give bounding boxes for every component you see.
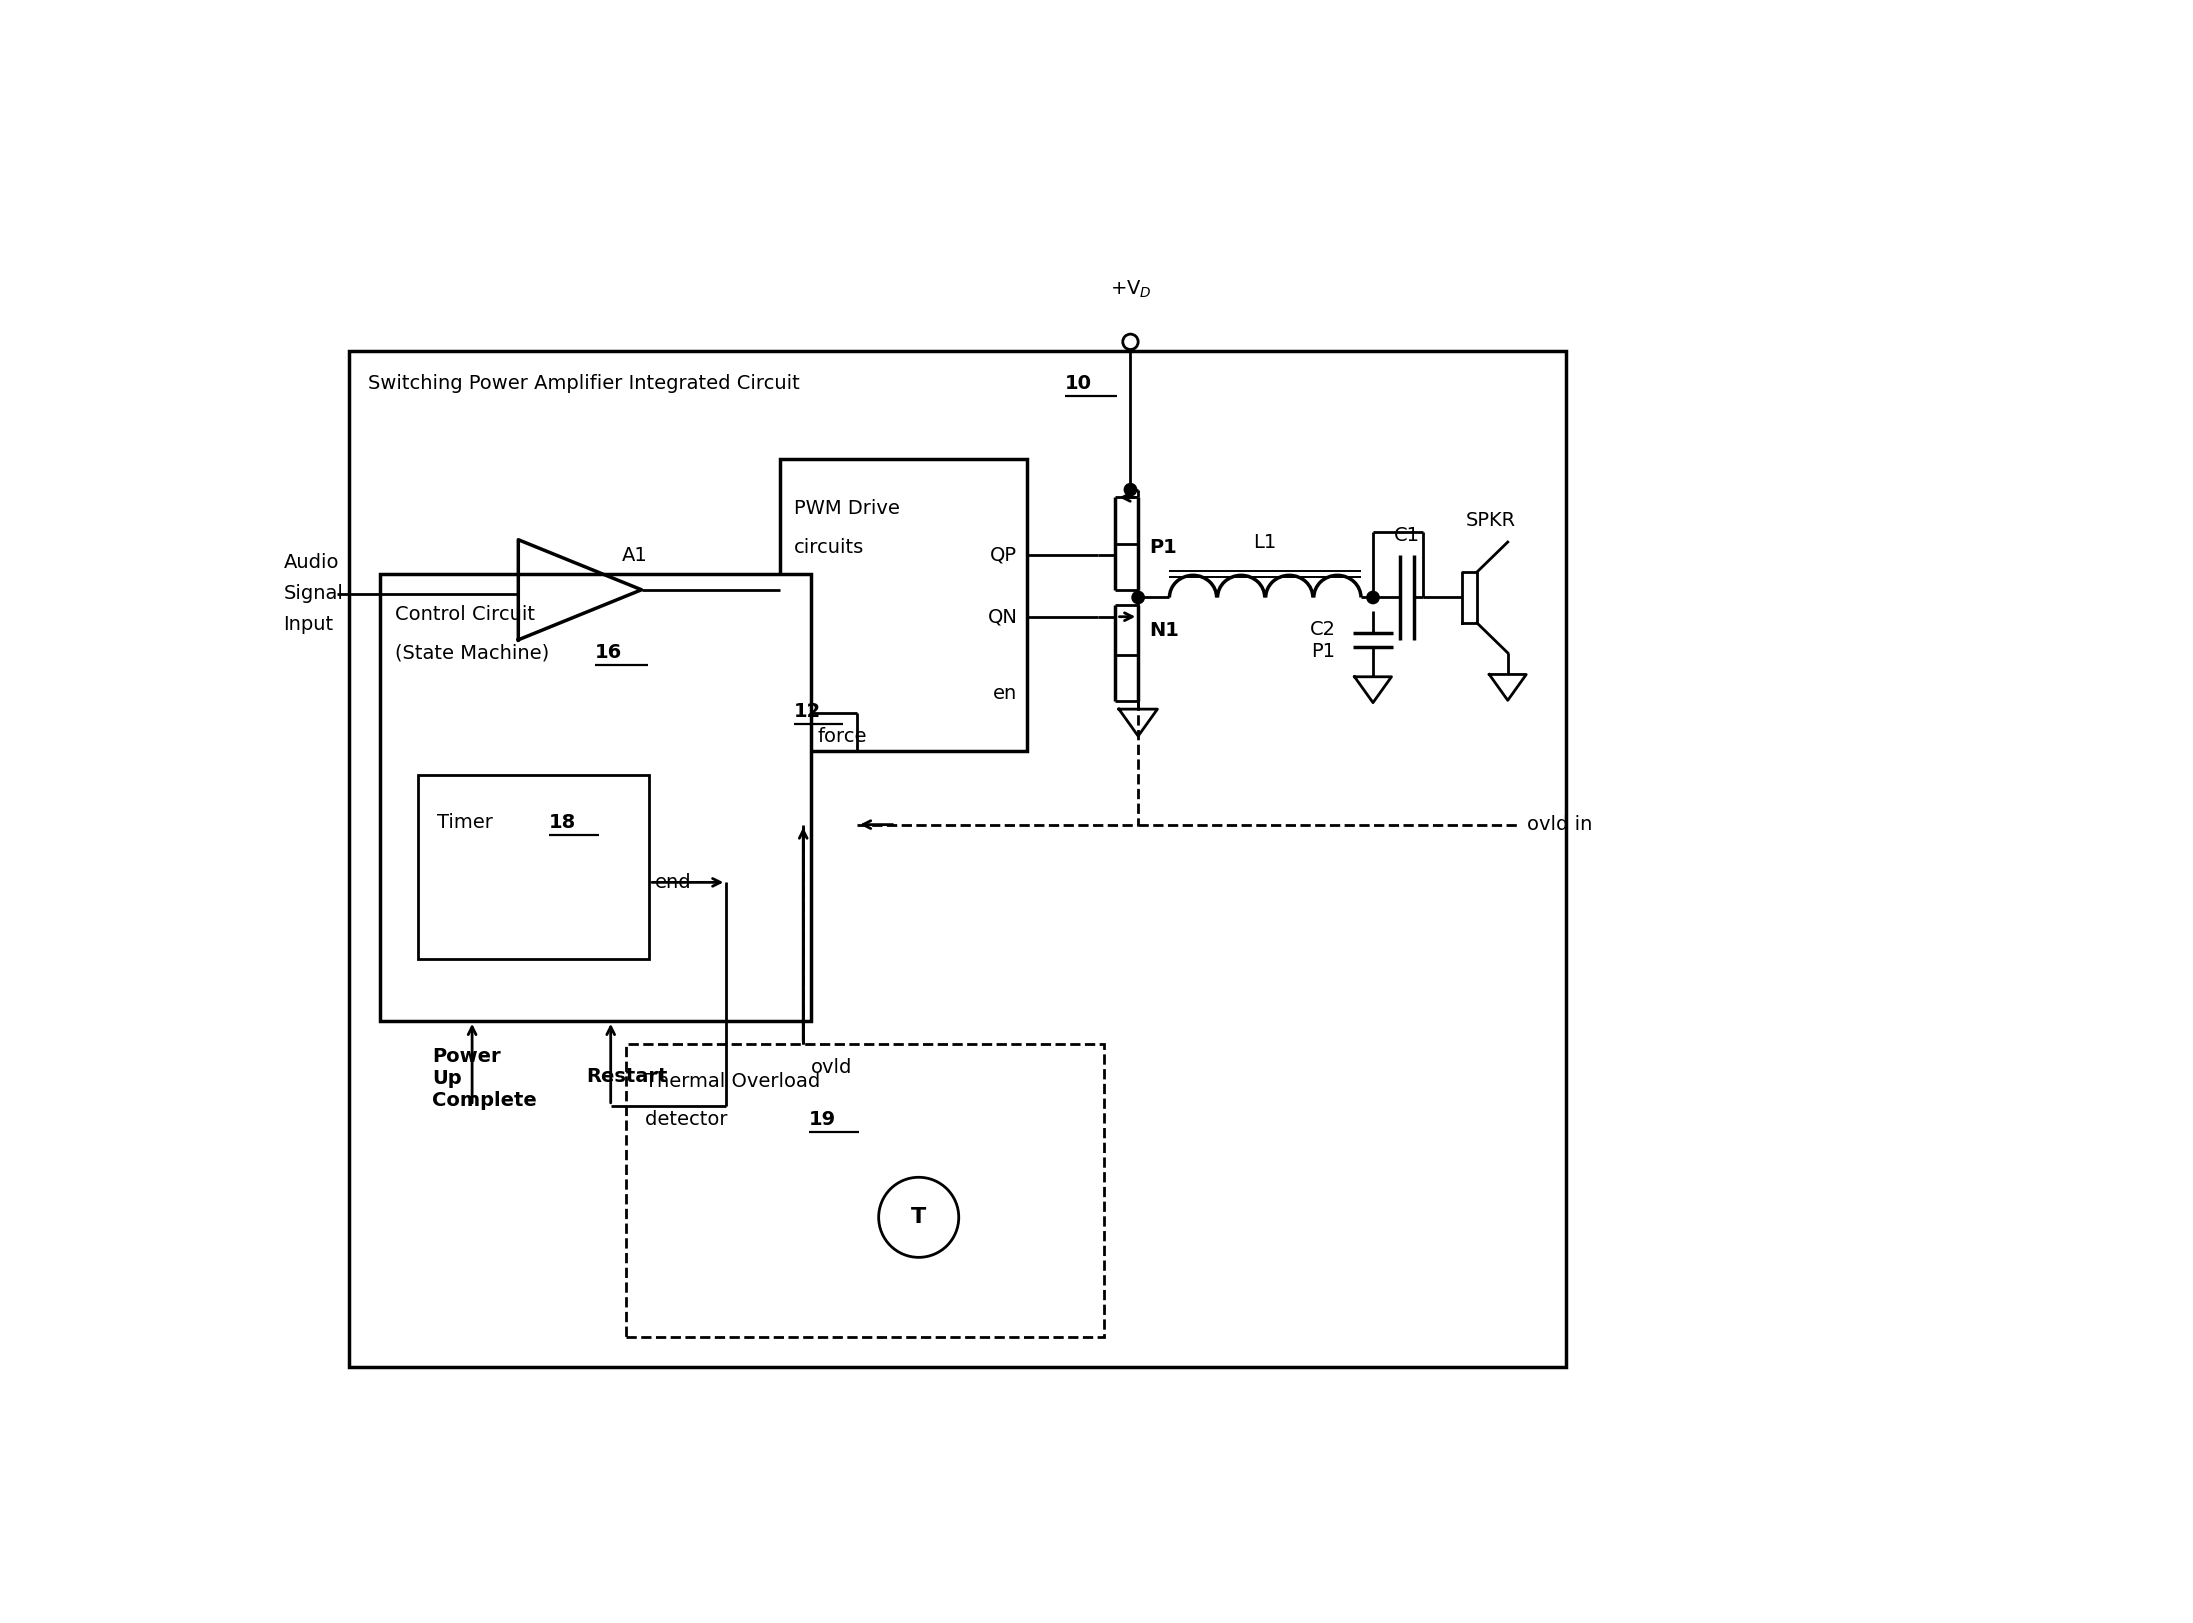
Text: L1: L1 <box>1254 532 1276 552</box>
Text: Power
Up
Complete: Power Up Complete <box>432 1047 537 1110</box>
Bar <box>379 575 811 1021</box>
Text: C2
P1: C2 P1 <box>1309 620 1336 661</box>
Circle shape <box>1132 591 1145 604</box>
Text: Control Circuit: Control Circuit <box>395 605 535 623</box>
Text: SPKR: SPKR <box>1465 511 1515 531</box>
Text: 19: 19 <box>809 1110 836 1130</box>
Bar <box>781 459 1026 751</box>
Text: ovld in: ovld in <box>1526 815 1592 834</box>
Text: QP: QP <box>991 545 1018 565</box>
Text: 10: 10 <box>1066 373 1092 393</box>
Text: N1: N1 <box>1149 622 1180 639</box>
Text: +V$_D$: +V$_D$ <box>1110 279 1151 300</box>
Bar <box>627 1044 1103 1337</box>
Bar <box>349 351 1566 1368</box>
Text: 12: 12 <box>794 701 820 721</box>
Bar <box>419 774 649 959</box>
Text: 18: 18 <box>548 813 577 833</box>
Text: Timer: Timer <box>436 813 500 833</box>
Text: en: en <box>993 685 1018 703</box>
Circle shape <box>1125 484 1136 497</box>
Text: 16: 16 <box>594 643 623 662</box>
Circle shape <box>1366 591 1379 604</box>
Text: C1: C1 <box>1395 526 1419 545</box>
Text: Switching Power Amplifier Integrated Circuit: Switching Power Amplifier Integrated Cir… <box>368 373 807 393</box>
Text: Signal: Signal <box>283 584 344 604</box>
Text: end: end <box>656 873 693 893</box>
Text: PWM Drive: PWM Drive <box>794 500 899 518</box>
Text: circuits: circuits <box>794 537 864 557</box>
Text: Restart: Restart <box>586 1066 667 1086</box>
Text: Input: Input <box>283 615 333 635</box>
Text: P1: P1 <box>1149 537 1178 557</box>
Text: (State Machine): (State Machine) <box>395 643 555 662</box>
Text: T: T <box>910 1208 925 1227</box>
Text: detector: detector <box>645 1110 735 1130</box>
Text: Audio: Audio <box>283 553 340 573</box>
Text: A1: A1 <box>623 545 647 565</box>
Text: ovld: ovld <box>811 1058 853 1076</box>
Text: force: force <box>818 727 866 745</box>
Text: Thermal Overload: Thermal Overload <box>645 1071 820 1091</box>
Text: QN: QN <box>987 607 1018 626</box>
